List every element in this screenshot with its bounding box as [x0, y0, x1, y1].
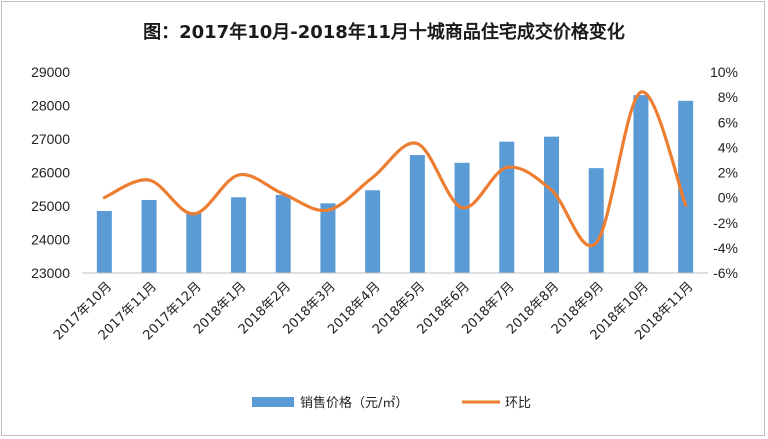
bar — [588, 168, 604, 273]
left-axis-tick-label: 25000 — [31, 198, 70, 214]
bar — [633, 95, 649, 274]
bar — [678, 100, 694, 273]
left-axis-tick-label: 29000 — [31, 64, 70, 80]
right-axis-tick-label: -6% — [713, 265, 738, 281]
right-axis-tick-label: 8% — [718, 89, 738, 105]
bar — [499, 141, 515, 273]
legend: 销售价格（元/㎡） 环比 — [252, 395, 531, 411]
bar — [186, 212, 202, 273]
bar — [320, 203, 336, 273]
left-axis-tick-label: 24000 — [31, 232, 70, 248]
legend-line-label: 环比 — [505, 396, 531, 411]
bar-series — [96, 95, 694, 274]
mom-change-line — [102, 90, 688, 248]
bar — [231, 197, 246, 273]
right-axis-tick-label: 2% — [718, 165, 738, 181]
right-axis-tick-label: 6% — [718, 114, 738, 130]
right-axis-tick-label: 4% — [718, 139, 738, 155]
bar — [275, 194, 291, 273]
bar — [544, 136, 559, 273]
bar — [141, 199, 157, 273]
right-axis-tick-label: -4% — [713, 240, 738, 256]
bar — [454, 162, 470, 273]
chart-title: 图：2017年10月-2018年11月十城商品住宅成交价格变化 — [143, 21, 625, 43]
line-series — [102, 90, 688, 248]
bar — [96, 211, 112, 273]
legend-bar-swatch — [252, 397, 294, 407]
bar — [365, 190, 381, 273]
right-axis-tick-label: -2% — [713, 215, 738, 231]
legend-bar-label: 销售价格（元/㎡） — [300, 395, 408, 411]
right-axis-tick-label: 0% — [718, 190, 738, 206]
left-axis-tick-label: 26000 — [31, 165, 70, 181]
right-axis-tick-label: 10% — [710, 64, 738, 80]
left-axis-tick-label: 27000 — [31, 131, 70, 147]
left-axis-tick-label: 23000 — [31, 265, 70, 281]
left-axis-tick-label: 28000 — [31, 98, 70, 114]
bar — [409, 155, 425, 273]
